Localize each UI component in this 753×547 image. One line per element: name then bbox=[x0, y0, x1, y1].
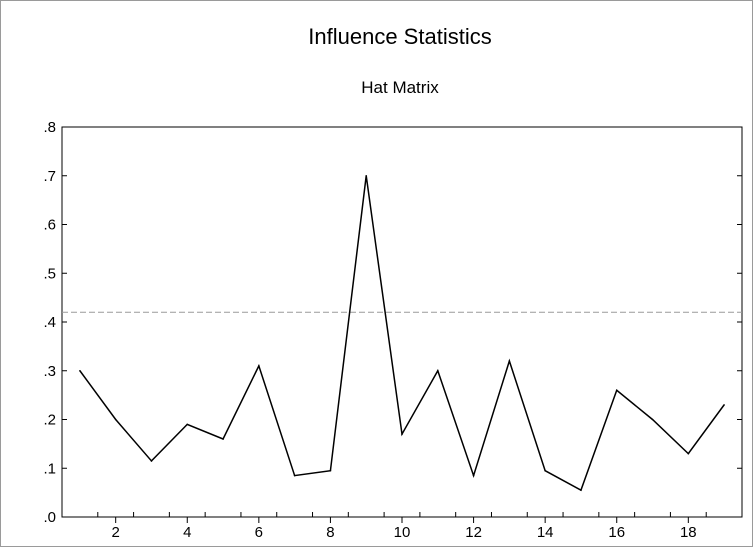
data-point bbox=[544, 469, 546, 472]
data-point bbox=[687, 452, 690, 455]
data-point bbox=[222, 438, 224, 440]
data-point bbox=[186, 423, 189, 426]
x-tick-label: 14 bbox=[537, 524, 554, 541]
x-tick-label: 6 bbox=[255, 524, 263, 541]
data-point bbox=[150, 460, 153, 462]
y-tick-label: .7 bbox=[43, 168, 56, 185]
data-point bbox=[293, 474, 296, 477]
data-point bbox=[472, 474, 475, 477]
x-tick-label: 4 bbox=[183, 524, 191, 541]
x-axis: 2 4 6 8 10 12 14 16 18 bbox=[61, 512, 743, 541]
y-tick-label: .2 bbox=[43, 412, 56, 429]
chart-subtitle: Hat Matrix bbox=[361, 78, 439, 97]
data-point bbox=[723, 404, 725, 406]
y-tick-label: .4 bbox=[43, 314, 56, 331]
data-point bbox=[114, 418, 117, 421]
x-tick-label: 10 bbox=[394, 524, 411, 541]
y-tick-label: .1 bbox=[43, 460, 56, 477]
y-tick-label: .8 bbox=[43, 119, 56, 136]
data-point bbox=[258, 365, 260, 367]
data-point bbox=[79, 369, 81, 372]
data-point bbox=[329, 469, 332, 472]
y-axis: .0 .1 .2 .3 .4 .5 .6 .7 .8 bbox=[43, 119, 742, 526]
x-tick-label: 18 bbox=[680, 524, 697, 541]
chart-title: Influence Statistics bbox=[308, 24, 491, 49]
data-point bbox=[365, 174, 368, 177]
y-tick-label: .3 bbox=[43, 363, 56, 380]
data-point bbox=[651, 418, 654, 421]
data-point bbox=[580, 489, 582, 491]
data-point bbox=[615, 389, 618, 392]
x-tick-label: 8 bbox=[326, 524, 334, 541]
data-point bbox=[508, 360, 511, 362]
y-tick-label: .5 bbox=[43, 265, 56, 282]
x-tick-label: 16 bbox=[608, 524, 625, 541]
x-tick-label: 2 bbox=[112, 524, 120, 541]
data-point bbox=[436, 369, 439, 372]
y-tick-label: .6 bbox=[43, 217, 56, 234]
data-points bbox=[79, 174, 725, 491]
data-point bbox=[401, 433, 403, 435]
y-tick-label: .0 bbox=[43, 509, 56, 526]
x-tick-label: 12 bbox=[465, 524, 482, 541]
